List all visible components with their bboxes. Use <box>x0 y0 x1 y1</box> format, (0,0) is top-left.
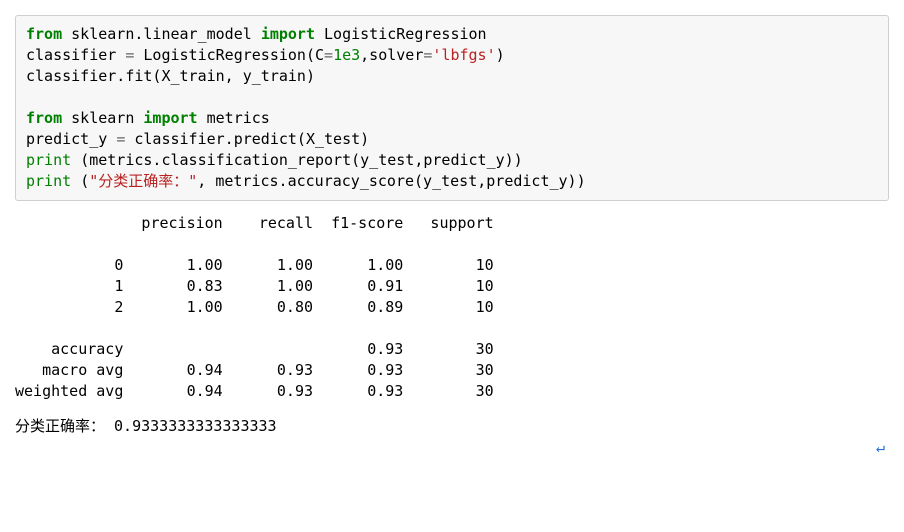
output-block: precision recall f1-score support 0 1.00… <box>15 213 889 402</box>
keyword-from: from <box>26 109 62 127</box>
report-header: precision recall f1-score support <box>15 214 494 232</box>
accuracy-output: 分类正确率： 0.9333333333333333 <box>15 416 889 437</box>
str-accuracy-label: "分类正确率：" <box>89 172 197 190</box>
print-fn: print <box>26 151 71 169</box>
print-fn: print <box>26 172 71 190</box>
report-row: 2 1.00 0.80 0.89 10 <box>15 298 494 316</box>
var-predict-y: predict_y <box>26 130 116 148</box>
equals-op: = <box>116 130 125 148</box>
module-sklearn: sklearn <box>71 109 134 127</box>
solver-kw: ,solver <box>360 46 423 64</box>
newline-icon: ↵ <box>876 437 885 458</box>
str-solver: 'lbfgs' <box>432 46 495 64</box>
fit-line: classifier.fit(X_train, y_train) <box>26 67 315 85</box>
keyword-from: from <box>26 25 62 43</box>
predict-rhs: classifier.predict(X_test) <box>125 130 369 148</box>
code-cell: from sklearn.linear_model import Logisti… <box>15 15 889 201</box>
report-summary-row: weighted avg 0.94 0.93 0.93 30 <box>15 382 494 400</box>
open-paren: ( <box>80 172 89 190</box>
print-report-args: (metrics.classification_report(y_test,pr… <box>80 151 523 169</box>
report-summary-row: accuracy 0.93 30 <box>15 340 494 358</box>
module-path: sklearn.linear_model <box>71 25 252 43</box>
keyword-import: import <box>143 109 197 127</box>
report-row: 0 1.00 1.00 1.00 10 <box>15 256 494 274</box>
num-c: 1e3 <box>333 46 360 64</box>
report-summary-row: macro avg 0.94 0.93 0.93 30 <box>15 361 494 379</box>
keyword-import: import <box>261 25 315 43</box>
report-row: 1 0.83 1.00 0.91 10 <box>15 277 494 295</box>
import-metrics: metrics <box>207 109 270 127</box>
import-name: LogisticRegression <box>324 25 487 43</box>
equals-op: = <box>324 46 333 64</box>
close-paren: ) <box>496 46 505 64</box>
call-logreg: LogisticRegression(C <box>143 46 324 64</box>
var-classifier: classifier <box>26 46 125 64</box>
acc-rest: , metrics.accuracy_score(y_test,predict_… <box>197 172 585 190</box>
